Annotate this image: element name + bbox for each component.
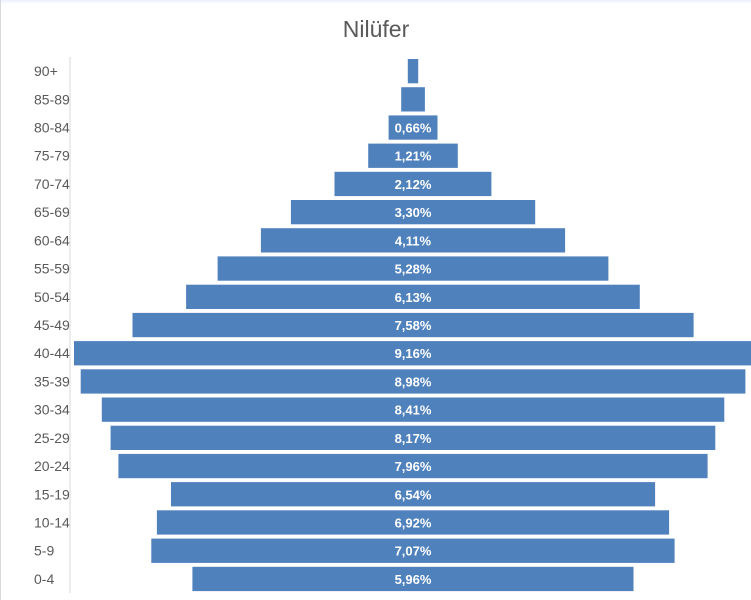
bar-70-74 bbox=[334, 171, 492, 197]
bar-30-34 bbox=[101, 397, 725, 422]
tick-label: 65-69 bbox=[34, 204, 70, 220]
tick-label: 85-89 bbox=[34, 91, 70, 107]
data-label: 8,41% bbox=[395, 403, 432, 418]
data-label: 7,96% bbox=[395, 459, 432, 474]
data-label: 5,96% bbox=[395, 572, 432, 587]
tick-label: 60-64 bbox=[34, 232, 70, 248]
top-strip bbox=[1, 0, 751, 4]
bar-35-39 bbox=[80, 369, 746, 394]
tick-label: 15-19 bbox=[34, 486, 70, 502]
bar-90+ bbox=[407, 59, 419, 84]
tick-label: 70-74 bbox=[34, 176, 70, 192]
bar-15-19 bbox=[171, 482, 656, 507]
data-label: 2,12% bbox=[395, 177, 432, 192]
chart-title: Nilüfer bbox=[342, 16, 410, 42]
bar-45-49 bbox=[132, 312, 694, 338]
data-label: 4,11% bbox=[395, 233, 432, 248]
tick-label: 30-34 bbox=[34, 402, 70, 418]
data-label: 7,58% bbox=[395, 318, 432, 333]
bar-5-9 bbox=[151, 538, 675, 563]
bar-50-54 bbox=[186, 284, 640, 309]
tick-label: 0-4 bbox=[34, 571, 54, 587]
tick-label: 55-59 bbox=[34, 261, 70, 277]
tick-label: 75-79 bbox=[34, 148, 70, 164]
tick-label: 5-9 bbox=[34, 543, 54, 559]
bar-40-44 bbox=[74, 341, 751, 366]
data-label: 0,66% bbox=[395, 121, 432, 136]
bar-0-4 bbox=[192, 566, 634, 592]
tick-label: 35-39 bbox=[34, 373, 70, 389]
data-label: 8,17% bbox=[395, 431, 432, 446]
bar-10-14 bbox=[156, 510, 670, 535]
tick-label: 20-24 bbox=[34, 458, 70, 474]
tick-label: 80-84 bbox=[34, 120, 70, 136]
tick-label: 10-14 bbox=[34, 515, 70, 531]
bar-75-79 bbox=[368, 143, 458, 168]
data-label: 1,21% bbox=[395, 149, 432, 164]
data-label: 6,54% bbox=[395, 487, 432, 502]
data-label: 9,16% bbox=[395, 346, 432, 361]
data-label: 7,07% bbox=[395, 544, 432, 559]
data-label: 6,13% bbox=[395, 290, 432, 305]
data-label: 3,30% bbox=[395, 205, 432, 220]
tick-label: 40-44 bbox=[34, 345, 70, 361]
data-label: 8,98% bbox=[395, 374, 432, 389]
bar-60-64 bbox=[260, 228, 566, 253]
tick-label: 50-54 bbox=[34, 289, 70, 305]
data-label: 6,92% bbox=[395, 516, 432, 531]
tick-label: 90+ bbox=[34, 63, 58, 79]
bar-55-59 bbox=[217, 256, 609, 281]
tick-label: 25-29 bbox=[34, 430, 70, 446]
data-label: 5,28% bbox=[395, 262, 432, 277]
bar-20-24 bbox=[118, 453, 708, 479]
bar-25-29 bbox=[110, 425, 716, 450]
tick-label: 45-49 bbox=[34, 317, 70, 333]
bar-80-84 bbox=[388, 115, 438, 140]
bar-85-89 bbox=[401, 87, 425, 112]
bar-65-69 bbox=[290, 200, 536, 225]
